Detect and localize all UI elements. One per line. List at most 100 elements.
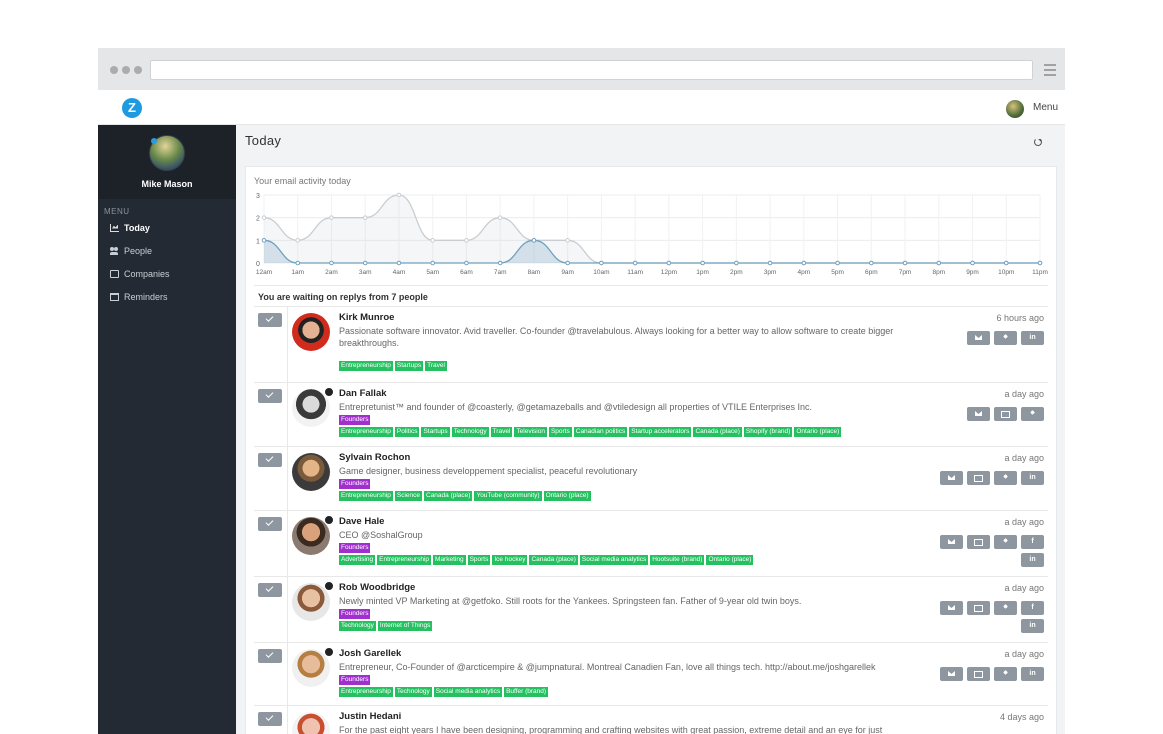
data-point[interactable] [329, 260, 334, 266]
data-point[interactable] [599, 260, 604, 266]
brief-icon[interactable] [967, 471, 990, 485]
person-avatar[interactable] [292, 583, 330, 621]
person-avatar[interactable] [292, 389, 330, 427]
twitter-icon[interactable]: ⁕ [1021, 407, 1044, 421]
data-point[interactable] [632, 260, 638, 266]
data-point[interactable] [565, 260, 570, 266]
interest-tag[interactable]: Technology [394, 687, 432, 697]
data-point[interactable] [396, 260, 402, 266]
interest-tag[interactable]: Technology [339, 621, 376, 631]
interest-tag[interactable]: Advertising [339, 555, 376, 565]
data-point[interactable] [666, 260, 672, 266]
mail-icon[interactable] [967, 331, 990, 345]
twitter-icon[interactable]: ⁕ [994, 535, 1017, 549]
founders-tag[interactable]: Founders [339, 543, 371, 553]
mark-replied-button[interactable] [258, 389, 282, 403]
user-avatar[interactable] [1006, 100, 1024, 118]
data-point[interactable] [734, 260, 739, 266]
data-point[interactable] [362, 215, 368, 220]
interest-tag[interactable]: Startups [421, 427, 450, 437]
interest-tag[interactable]: Social media analytics [433, 687, 503, 697]
interest-tag[interactable]: Canada (place) [424, 491, 473, 501]
data-point[interactable] [700, 260, 705, 266]
data-point[interactable] [835, 260, 840, 266]
person-name[interactable]: Sylvain Rochon [339, 452, 411, 463]
interest-tag[interactable]: YouTube (community) [474, 491, 542, 501]
twitter-icon[interactable]: ⁕ [994, 471, 1017, 485]
interest-tag[interactable]: Ice hockey [492, 555, 528, 565]
sidebar-item-people[interactable]: People [98, 239, 236, 262]
interest-tag[interactable]: Startup accelerators [629, 427, 692, 437]
interest-tag[interactable]: Television [514, 427, 547, 437]
data-point[interactable] [295, 238, 301, 243]
mail-icon[interactable] [940, 471, 963, 485]
interest-tag[interactable]: Internet of Things [377, 621, 433, 631]
person-name[interactable]: Dan Fallak [339, 388, 387, 399]
data-point[interactable] [531, 238, 537, 243]
interest-tag[interactable]: Science [394, 491, 422, 501]
data-point[interactable] [565, 238, 570, 243]
person-name[interactable]: Josh Garellek [339, 648, 402, 659]
interest-tag[interactable]: Startups [394, 361, 424, 371]
linkedin-icon[interactable]: in [1021, 667, 1044, 681]
founders-tag[interactable]: Founders [339, 479, 371, 489]
brief-icon[interactable] [967, 601, 990, 615]
linkedin-icon[interactable]: in [1021, 553, 1044, 567]
data-point[interactable] [362, 260, 368, 266]
data-point[interactable] [1003, 260, 1009, 266]
interest-tag[interactable]: Canada (place) [693, 427, 742, 437]
data-point[interactable] [430, 260, 435, 266]
person-avatar[interactable] [292, 517, 330, 555]
interest-tag[interactable]: Canada (place) [529, 555, 578, 565]
interest-tag[interactable]: Shopify (brand) [743, 427, 793, 437]
url-bar[interactable] [150, 60, 1033, 80]
data-point[interactable] [497, 260, 503, 266]
data-point[interactable] [464, 238, 469, 243]
data-point[interactable] [869, 260, 874, 266]
interest-tag[interactable]: Entrepreneurship [339, 427, 393, 437]
data-point[interactable] [329, 215, 334, 220]
profile-avatar[interactable] [149, 135, 185, 171]
sidebar-item-companies[interactable]: Companies [98, 262, 236, 285]
data-point[interactable] [295, 260, 301, 266]
menu-link[interactable]: Menu [1033, 102, 1059, 113]
interest-tag[interactable]: Entrepreneurship [339, 687, 393, 697]
app-logo[interactable]: Z [122, 98, 142, 118]
mark-replied-button[interactable] [258, 453, 282, 467]
interest-tag[interactable]: Ontario (place) [543, 491, 591, 501]
twitter-icon[interactable]: ⁕ [994, 667, 1017, 681]
twitter-icon[interactable]: ⁕ [994, 601, 1017, 615]
data-point[interactable] [430, 238, 435, 243]
person-avatar[interactable] [292, 712, 330, 734]
mark-replied-button[interactable] [258, 712, 282, 726]
refresh-icon[interactable] [1034, 138, 1042, 146]
data-point[interactable] [396, 192, 402, 198]
data-point[interactable] [801, 260, 807, 266]
interest-tag[interactable]: Ontario (place) [706, 555, 754, 565]
twitter-icon[interactable]: ⁕ [994, 331, 1017, 345]
mark-replied-button[interactable] [258, 583, 282, 597]
founders-tag[interactable]: Founders [339, 675, 371, 685]
data-point[interactable] [261, 215, 267, 220]
interest-tag[interactable]: Entrepreneurship [377, 555, 432, 565]
mail-icon[interactable] [967, 407, 990, 421]
data-point[interactable] [767, 260, 773, 266]
sidebar-item-today[interactable]: Today [98, 216, 236, 239]
interest-tag[interactable]: Sports [548, 427, 572, 437]
data-point[interactable] [1037, 260, 1043, 266]
founders-tag[interactable]: Founders [339, 609, 371, 619]
brief-icon[interactable] [967, 535, 990, 549]
person-name[interactable]: Dave Hale [339, 516, 385, 527]
interest-tag[interactable]: Entrepreneurship [339, 361, 393, 371]
browser-menu-icon[interactable] [1044, 64, 1056, 76]
founders-tag[interactable]: Founders [339, 415, 371, 425]
sidebar-item-reminders[interactable]: Reminders [98, 285, 236, 308]
interest-tag[interactable]: Technology [451, 427, 489, 437]
data-point[interactable] [261, 238, 267, 243]
linkedin-icon[interactable]: in [1021, 331, 1044, 345]
person-avatar[interactable] [292, 453, 330, 491]
brief-icon[interactable] [994, 407, 1017, 421]
person-name[interactable]: Rob Woodbridge [339, 582, 416, 593]
interest-tag[interactable]: Hootsuite (brand) [650, 555, 705, 565]
interest-tag[interactable]: Entrepreneurship [339, 491, 393, 501]
